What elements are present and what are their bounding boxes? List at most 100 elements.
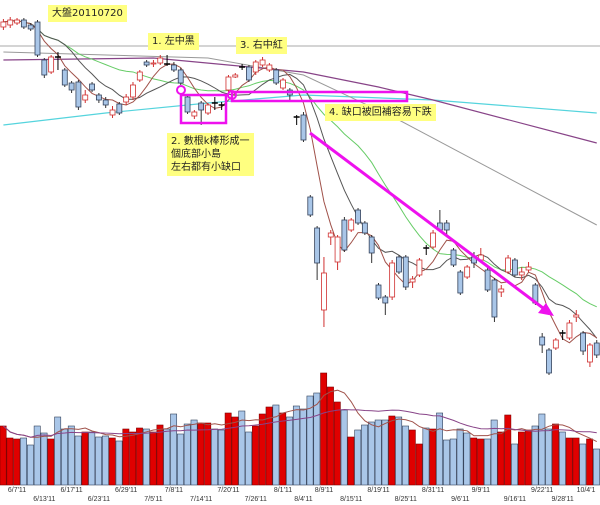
x-tick-label: 8/4'11 — [294, 496, 313, 503]
volume-bar — [136, 427, 143, 486]
x-tick-label: 9/16'11 — [503, 496, 527, 503]
candle-body — [334, 236, 341, 263]
volume-bar — [286, 416, 293, 486]
candlestick — [389, 260, 396, 300]
volume-bar — [367, 421, 375, 486]
chart-title: 大盤20110720 — [48, 5, 127, 22]
candlestick — [286, 88, 293, 100]
candle-body — [143, 61, 150, 66]
volume-bar — [545, 428, 553, 486]
candlestick — [300, 112, 307, 142]
note-island-line2: 個底部小島 — [171, 149, 221, 160]
candle-body — [136, 71, 143, 81]
volume-bar — [238, 410, 246, 486]
candlestick — [0, 19, 7, 30]
volume-bar — [415, 443, 423, 486]
candlestick — [280, 78, 286, 90]
note-gap-filled: 4. 缺口被回補容易下跌 — [325, 104, 436, 121]
candle-body — [484, 269, 491, 291]
note-island-bottom: 2. 數根k棒形成一 個底部小島 左右都有小缺口 — [167, 133, 254, 176]
volume-bar — [129, 431, 137, 486]
candle-body — [82, 94, 89, 101]
volume-bar — [88, 431, 96, 486]
volume-bar — [538, 413, 546, 486]
candlestick — [34, 20, 41, 57]
volume-bar — [470, 437, 478, 486]
candle-body — [546, 349, 552, 374]
candle-body — [443, 222, 450, 231]
volume-bar — [252, 425, 259, 486]
candle-body — [300, 114, 307, 141]
candle-body — [430, 232, 436, 248]
volume-bar — [67, 425, 75, 486]
volume-bar — [279, 412, 287, 486]
candle-body — [157, 57, 164, 64]
volume-bar — [183, 423, 191, 486]
volume-bar — [483, 438, 491, 486]
candle-body — [593, 342, 600, 356]
volume-bar — [292, 405, 300, 486]
candlesticks — [0, 17, 600, 375]
candlestick — [61, 68, 68, 87]
volume-bar — [142, 428, 150, 486]
volume-bar — [190, 419, 198, 486]
candlestick — [587, 343, 593, 367]
candlestick — [307, 195, 314, 217]
candle-body — [327, 232, 334, 238]
candle-body — [205, 104, 211, 114]
candle-body — [184, 96, 191, 113]
candlestick — [539, 333, 546, 353]
volume-bar — [122, 428, 130, 486]
candle-body — [314, 227, 321, 264]
candlestick — [491, 278, 498, 322]
candlestick — [334, 235, 341, 270]
x-tick-label: 8/19'11 — [367, 487, 390, 494]
candlestick — [518, 267, 525, 280]
candle-body — [573, 314, 580, 318]
candle-body — [0, 21, 7, 28]
candle-body — [505, 257, 511, 273]
candle-body — [341, 219, 348, 251]
volume-bar — [347, 436, 355, 486]
candle-body — [61, 69, 68, 86]
volume-bar — [20, 437, 27, 486]
volume-bar — [593, 448, 600, 486]
ma-long2-line — [3, 51, 597, 226]
volume-bar — [504, 414, 512, 486]
candlestick — [116, 102, 123, 115]
candlestick — [246, 65, 252, 82]
candlestick — [205, 103, 211, 115]
candlestick — [402, 255, 409, 290]
volume-bar — [149, 431, 157, 486]
x-tick-label: 7/8'11 — [164, 487, 184, 494]
x-tick-label: 8/25'11 — [394, 496, 417, 503]
volume-bar — [299, 408, 307, 486]
volume-bar — [13, 438, 21, 486]
volume-bar — [572, 437, 580, 486]
volume-bar — [511, 443, 519, 486]
candle-body — [246, 66, 252, 81]
candlestick — [198, 101, 205, 125]
volume-bar — [26, 444, 34, 486]
candlestick — [150, 60, 157, 67]
volume-bar — [0, 425, 7, 486]
candlestick — [218, 102, 225, 110]
candlestick — [27, 23, 34, 31]
candlestick — [143, 60, 150, 67]
candlestick — [273, 68, 280, 85]
volume-bar — [163, 428, 171, 486]
candlestick — [457, 270, 464, 295]
candlestick — [82, 90, 89, 103]
volume-bar — [61, 428, 68, 486]
candle-body — [177, 69, 184, 84]
candle-body — [68, 82, 75, 91]
candle-body — [280, 79, 286, 89]
candle-body — [491, 279, 498, 318]
volume-bar — [436, 412, 444, 486]
candlestick — [314, 226, 321, 280]
candle-body — [198, 102, 205, 111]
candlestick — [382, 295, 389, 315]
candlestick — [484, 268, 491, 292]
candlestick — [293, 115, 300, 125]
